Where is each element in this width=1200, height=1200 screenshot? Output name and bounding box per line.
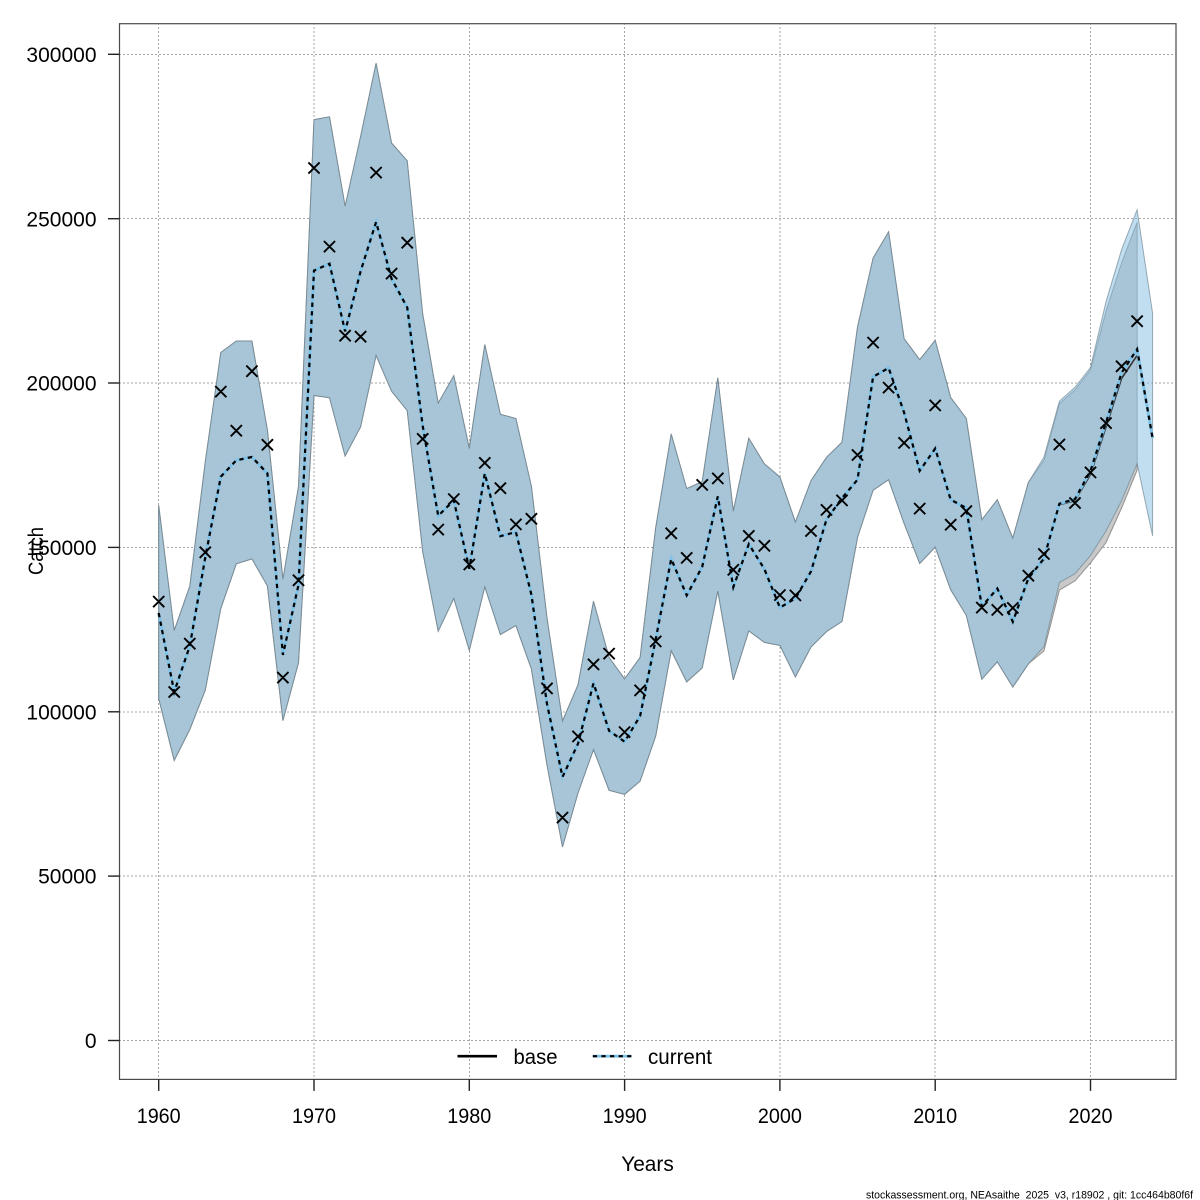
svg-text:150000: 150000: [26, 537, 96, 560]
svg-text:current: current: [648, 1046, 712, 1069]
svg-text:2020: 2020: [1069, 1105, 1113, 1128]
svg-text:Years: Years: [621, 1153, 674, 1176]
svg-text:Catch: Catch: [25, 527, 48, 575]
svg-text:1970: 1970: [292, 1105, 336, 1128]
svg-text:250000: 250000: [26, 208, 96, 231]
svg-text:2010: 2010: [913, 1105, 957, 1128]
svg-text:base: base: [514, 1046, 558, 1069]
svg-text:300000: 300000: [26, 44, 96, 67]
svg-text:100000: 100000: [26, 701, 96, 724]
svg-text:stockassessment.org, NEAsaithe: stockassessment.org, NEAsaithe_2025_v3, …: [866, 1189, 1193, 1200]
svg-text:200000: 200000: [26, 373, 96, 396]
svg-text:0: 0: [85, 1030, 97, 1053]
svg-text:1960: 1960: [137, 1105, 181, 1128]
svg-text:1990: 1990: [603, 1105, 647, 1128]
svg-text:50000: 50000: [38, 866, 96, 889]
svg-text:2000: 2000: [758, 1105, 802, 1128]
svg-text:1980: 1980: [447, 1105, 491, 1128]
